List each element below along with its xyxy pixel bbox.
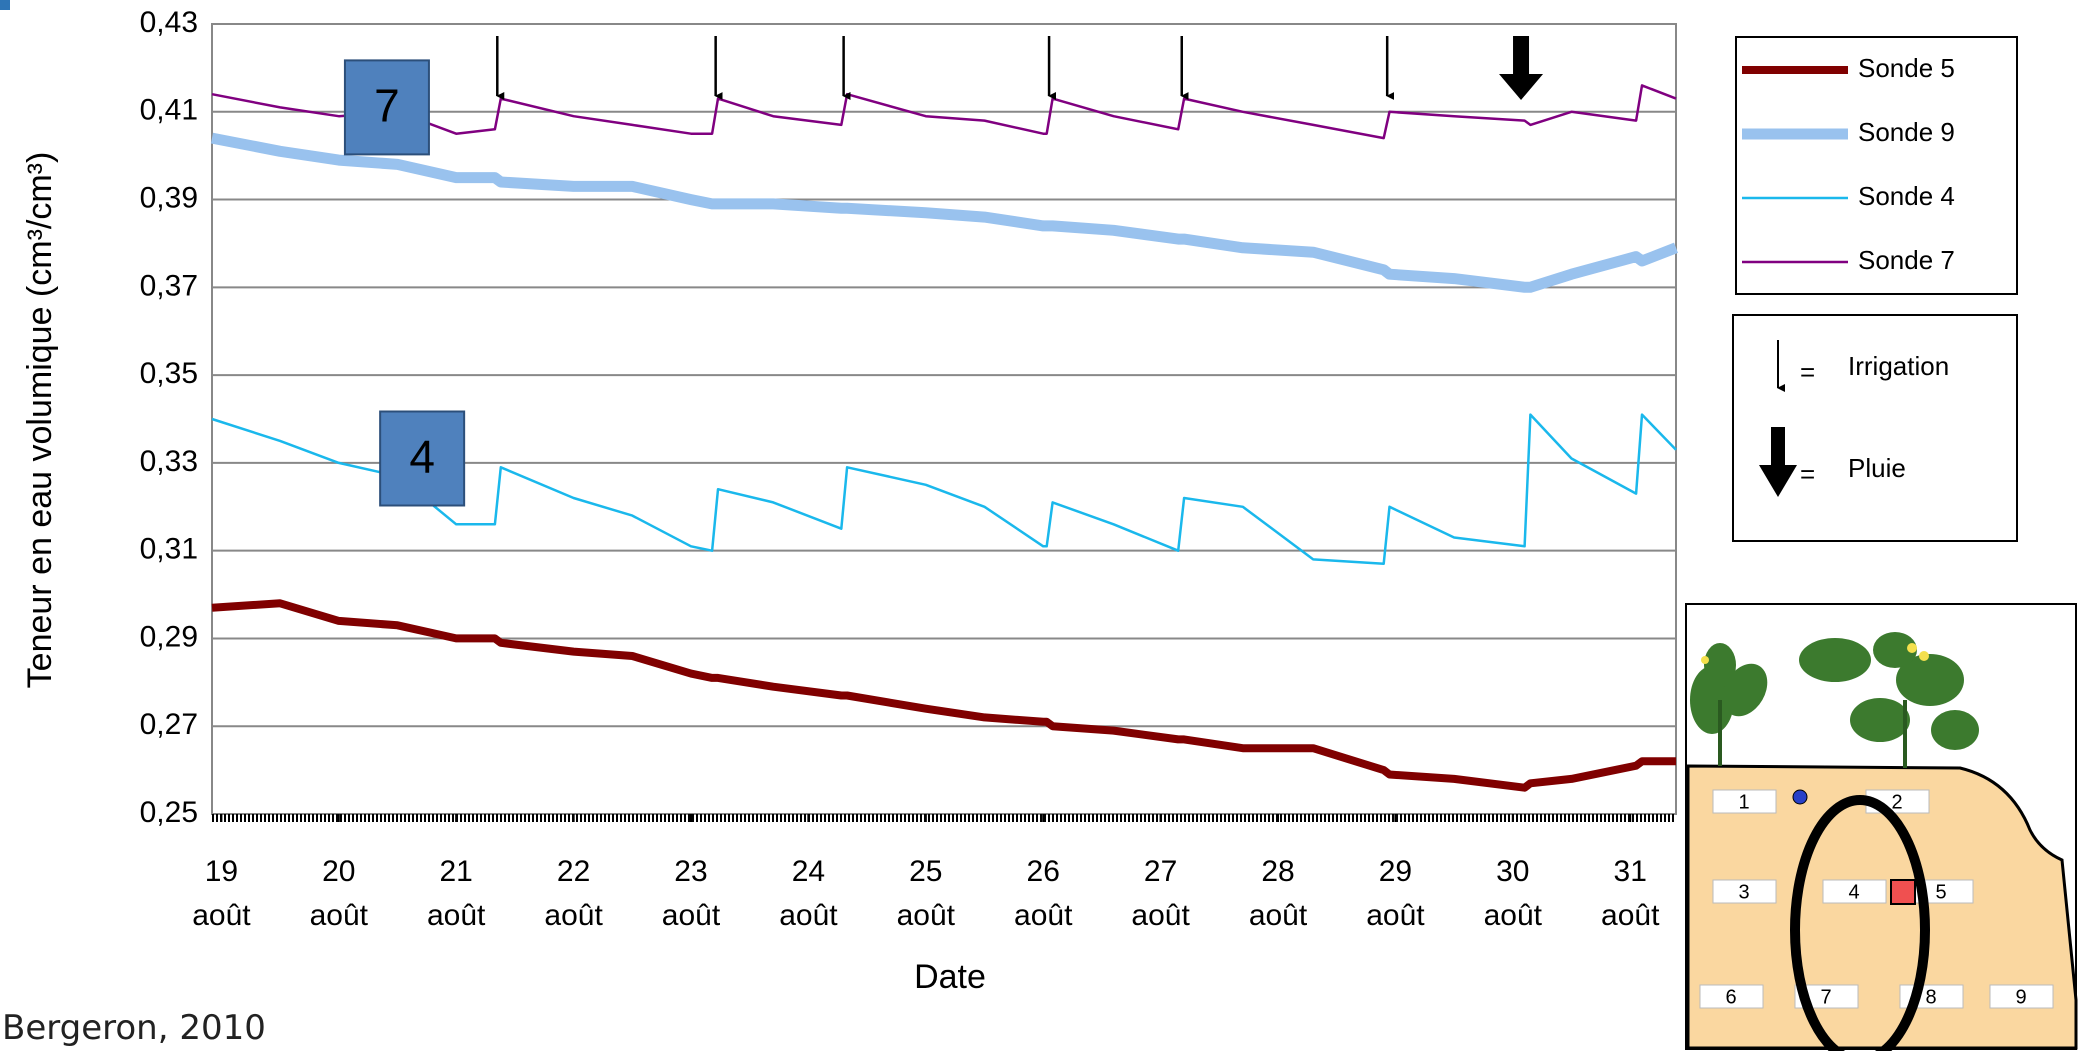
x-tick-label: 25 août [897, 850, 955, 938]
y-tick-label: 0,33 [140, 445, 198, 478]
x-axis-ticks-band [212, 814, 1676, 822]
y-tick-label: 0,29 [140, 620, 198, 653]
x-tick-label: 27 août [1131, 850, 1189, 938]
x-tick-label: 29 août [1366, 850, 1424, 938]
y-tick-label: 0,37 [140, 269, 198, 302]
position-label: 8 [1925, 986, 1936, 1008]
y-tick-label: 0,35 [140, 357, 198, 390]
event-legend-symbol: = [1800, 459, 1815, 489]
x-tick-label: 19 août [192, 850, 250, 938]
legend-label: Sonde 5 [1858, 53, 1955, 83]
position-label: 5 [1935, 881, 1946, 903]
x-tick-label: 23 août [662, 850, 720, 938]
x-tick-label: 24 août [779, 850, 837, 938]
event-legend-label: Irrigation [1848, 351, 1949, 381]
position-label: 6 [1725, 986, 1736, 1008]
x-tick-label: 30 août [1484, 850, 1542, 938]
legend-label: Sonde 7 [1858, 245, 1955, 275]
position-label: 2 [1891, 791, 1902, 813]
corner-mark [0, 0, 10, 10]
field-diagram [1686, 604, 2076, 1049]
y-tick-label: 0,25 [140, 796, 198, 829]
x-tick-label: 31 août [1601, 850, 1659, 938]
position-label: 1 [1738, 791, 1749, 813]
annotation-text: 7 [374, 80, 400, 132]
event-legend-symbol: = [1800, 357, 1815, 387]
source-note: Bergeron, 2010 [2, 1008, 266, 1048]
y-tick-label: 0,31 [140, 533, 198, 566]
position-label: 7 [1820, 986, 1831, 1008]
x-tick-label: 28 août [1249, 850, 1307, 938]
x-tick-label: 20 août [310, 850, 368, 938]
y-axis-title: Teneur en eau volumique (cm³/cm³) [21, 152, 59, 689]
position-label: 3 [1738, 881, 1749, 903]
sensor-marker [1891, 880, 1915, 904]
legend-label: Sonde 4 [1858, 181, 1955, 211]
y-tick-label: 0,39 [140, 181, 198, 214]
x-tick-label: 26 août [1014, 850, 1072, 938]
event-legend-label: Pluie [1848, 453, 1906, 483]
page: Date Teneur en eau volumique (cm³/cm³) 0… [0, 0, 2078, 1051]
x-tick-label: 21 août [427, 850, 485, 938]
x-tick-label: 22 août [544, 850, 602, 938]
x-axis-title: Date [914, 958, 986, 996]
legend-label: Sonde 9 [1858, 117, 1955, 147]
y-tick-label: 0,41 [140, 94, 198, 127]
annotation-text: 4 [409, 431, 435, 483]
position-label: 9 [2015, 986, 2026, 1008]
position-label: 4 [1848, 881, 1859, 903]
y-tick-label: 0,27 [140, 708, 198, 741]
y-tick-label: 0,43 [140, 6, 198, 39]
